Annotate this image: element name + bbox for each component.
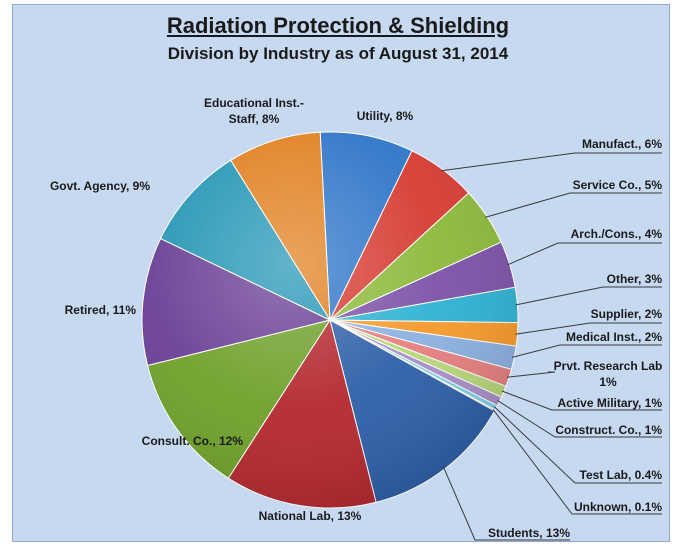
slice-label-construct-co: Construct. Co., 1% — [555, 423, 662, 437]
leader-line-other — [515, 286, 662, 306]
leader-line-arch-cons — [507, 242, 662, 266]
slice-label-manufact: Manufact., 6% — [582, 137, 662, 151]
leader-line-service-co — [484, 192, 662, 218]
slice-label-unknown: Unknown, 0.1% — [574, 500, 662, 514]
slice-label-govt-agency: Govt. Agency, 9% — [50, 179, 150, 193]
slice-label-educational-inst-staff: Educational Inst.-Staff, 8% — [204, 96, 304, 126]
slice-label-service-co: Service Co., 5% — [573, 178, 663, 192]
slice-label-test-lab: Test Lab, 0.4% — [580, 468, 663, 482]
leader-line-manufact — [441, 152, 662, 172]
slice-label-supplier: Supplier, 2% — [591, 307, 663, 321]
leader-line-unknown — [492, 409, 662, 515]
leader-line-active-military — [501, 390, 662, 411]
leader-line-prvt-research-lab — [506, 371, 556, 378]
slice-label-utility: Utility, 8% — [357, 109, 414, 123]
leader-line-construct-co — [497, 400, 662, 438]
leader-line-supplier — [515, 322, 662, 335]
slice-label-consult-co: Consult. Co., 12% — [142, 434, 244, 448]
chart-title: Radiation Protection & Shielding — [166, 13, 510, 38]
leader-line-test-lab — [494, 406, 662, 484]
slice-label-other: Other, 3% — [607, 272, 663, 286]
chart-subtitle: Division by Industry as of August 31, 20… — [167, 44, 509, 63]
slice-label-prvt-research-lab: Prvt. Research Lab 1% — [554, 359, 663, 389]
slice-label-retired: Retired, 11% — [65, 303, 137, 317]
leader-line-students — [443, 467, 570, 541]
slice-label-arch-cons: Arch./Cons., 4% — [571, 227, 663, 241]
slice-label-national-lab: National Lab, 13% — [259, 509, 362, 523]
slice-label-students: Students, 13% — [488, 526, 570, 540]
slice-label-active-military: Active Military, 1% — [558, 396, 663, 410]
slice-label-medical-inst: Medical Inst., 2% — [566, 330, 662, 344]
leader-line-medical-inst — [512, 344, 662, 358]
